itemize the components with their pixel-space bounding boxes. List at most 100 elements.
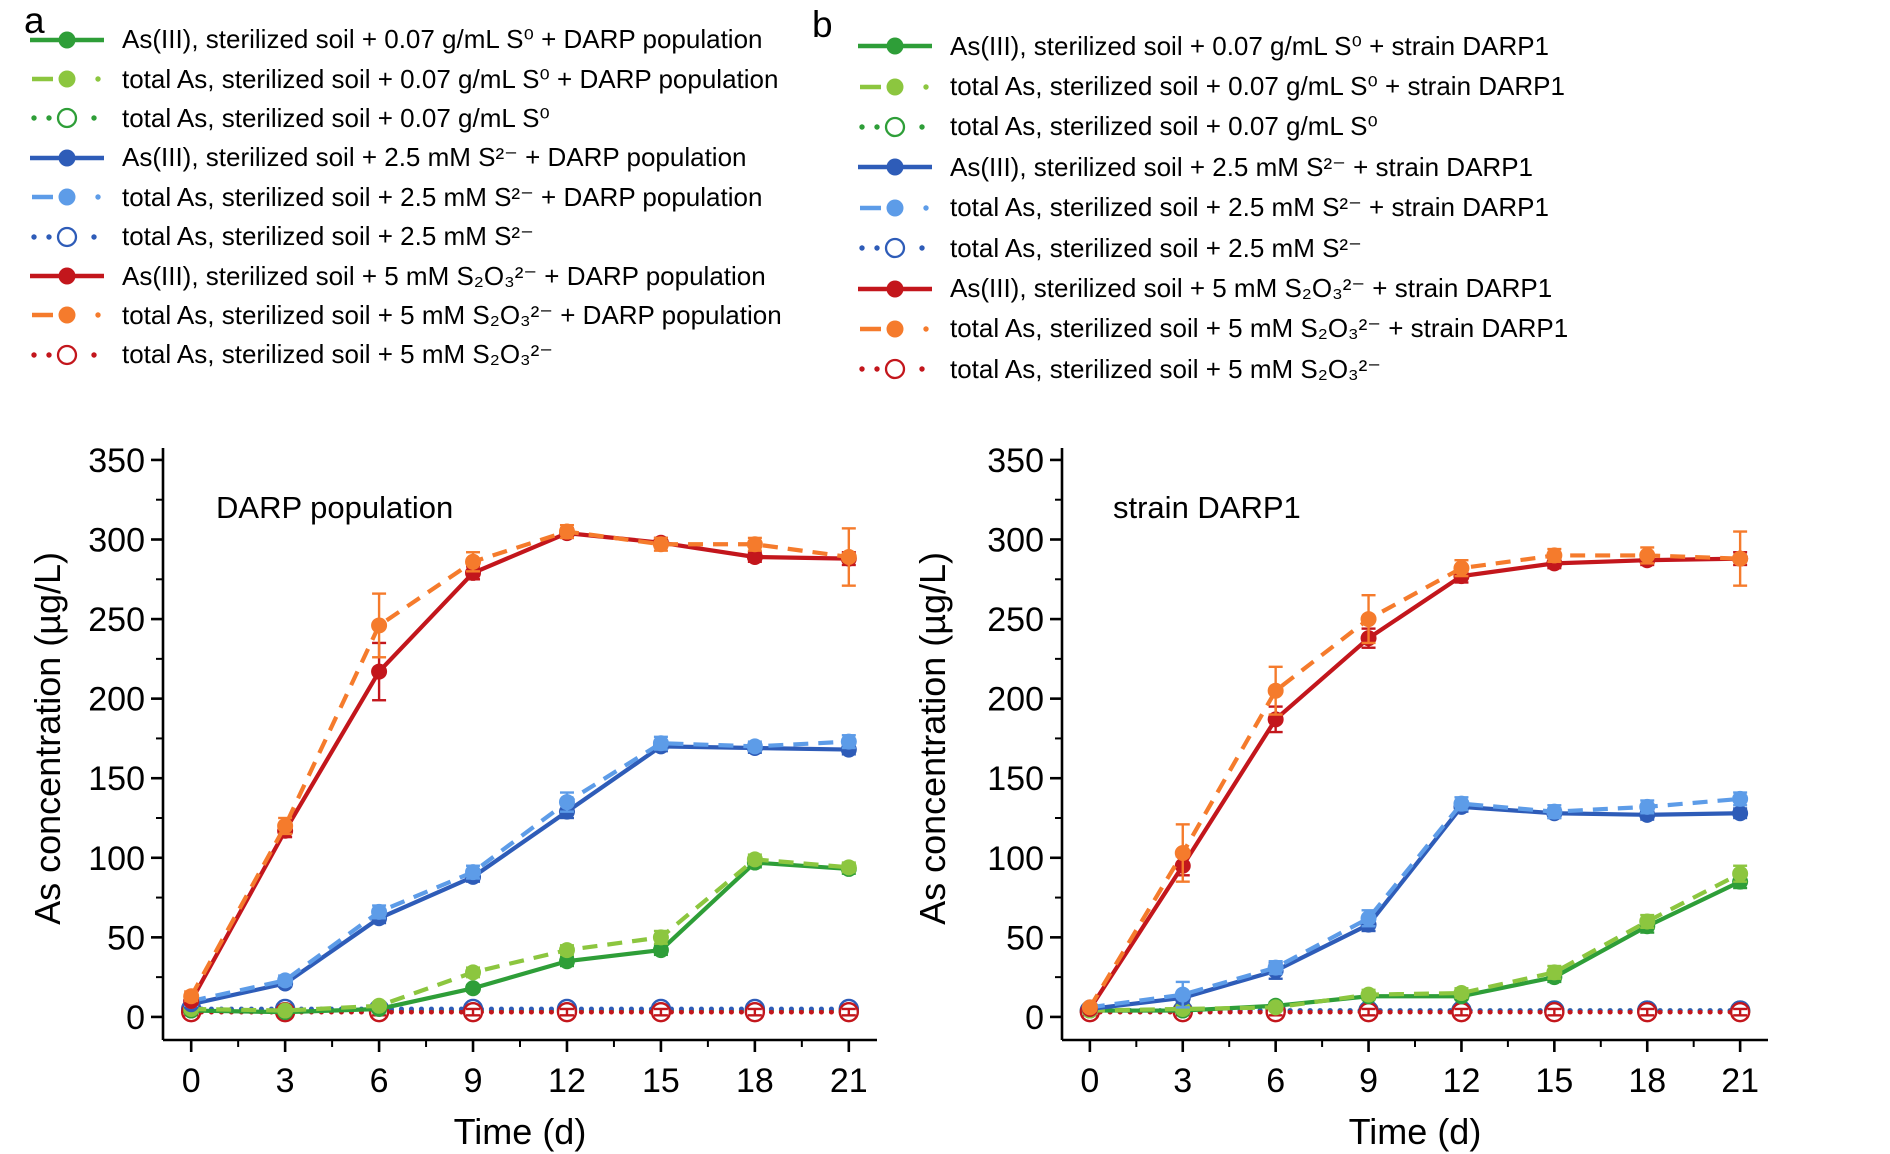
svg-text:350: 350 — [987, 442, 1044, 480]
axes — [1060, 448, 1768, 1042]
legend-item: As(III), sterilized soil + 0.07 g/mL S⁰ … — [28, 20, 782, 59]
svg-text:50: 50 — [107, 919, 145, 957]
legend-marker-solid-blue-icon — [858, 158, 932, 176]
svg-text:9: 9 — [1359, 1062, 1378, 1100]
legend-marker-solid-green-icon — [30, 31, 104, 49]
legend-item-label: total As, sterilized soil + 5 mM S₂O₃²⁻ … — [122, 299, 782, 330]
legend-marker-dot-green-open-icon — [859, 116, 925, 138]
legend-item-label: total As, sterilized soil + 2.5 mM S²⁻ +… — [950, 192, 1549, 223]
svg-text:100: 100 — [88, 840, 145, 878]
legend-item: total As, sterilized soil + 0.07 g/mL S⁰ — [856, 107, 1568, 147]
svg-text:3: 3 — [276, 1062, 295, 1100]
panel-b-letter: b — [812, 4, 833, 45]
svg-text:0: 0 — [126, 999, 145, 1037]
series-totalAs-S2-darp — [183, 733, 857, 1010]
legend-item-label: total As, sterilized soil + 5 mM S₂O₃²⁻ — [950, 353, 1382, 384]
series-totalAs-S2O3-darp1 — [1081, 530, 1749, 1016]
svg-text:300: 300 — [987, 522, 1044, 560]
svg-text:15: 15 — [1535, 1062, 1573, 1100]
legend-item: total As, sterilized soil + 5 mM S₂O₃²⁻ — [856, 349, 1568, 389]
svg-text:9: 9 — [464, 1062, 483, 1100]
legend-item-label: total As, sterilized soil + 2.5 mM S²⁻ +… — [122, 181, 763, 212]
legend-item: total As, sterilized soil + 5 mM S₂O₃²⁻ … — [856, 309, 1568, 349]
legend-item: As(III), sterilized soil + 5 mM S₂O₃²⁻ +… — [856, 268, 1568, 308]
legend-item-label: total As, sterilized soil + 0.07 g/mL S⁰ — [950, 111, 1378, 142]
legend-item: total As, sterilized soil + 5 mM S₂O₃²⁻ — [28, 335, 782, 374]
legend-item: total As, sterilized soil + 2.5 mM S²⁻ — [28, 217, 782, 256]
legend-marker-dot-blue-open-icon — [31, 226, 97, 247]
y-axis-label: As concentration (µg/L) — [912, 552, 953, 925]
svg-text:0: 0 — [1080, 1062, 1099, 1100]
y-axis-label: As concentration (µg/L) — [27, 552, 68, 925]
svg-text:0: 0 — [182, 1062, 201, 1100]
legend-item-label: As(III), sterilized soil + 0.07 g/mL S⁰ … — [950, 30, 1550, 61]
legend-item: total As, sterilized soil + 0.07 g/mL S⁰… — [28, 59, 782, 98]
legend-item: total As, sterilized soil + 0.07 g/mL S⁰… — [856, 66, 1568, 106]
legend-marker-dash-orange-icon — [860, 320, 929, 338]
chart-a: 0 50 100 150 200 250 300 350 0 3 6 9 12 15 18 21 Time (d… — [27, 442, 877, 1152]
legend-marker-dash-lightblue-icon — [860, 199, 929, 217]
svg-text:150: 150 — [88, 760, 145, 798]
legend-marker-solid-green-icon — [858, 37, 932, 55]
legend-marker-dot-red-open-icon — [31, 344, 97, 365]
svg-text:21: 21 — [1721, 1062, 1759, 1100]
x-axis-label: Time (d) — [1349, 1111, 1482, 1152]
svg-text:250: 250 — [88, 601, 145, 639]
svg-text:18: 18 — [1628, 1062, 1666, 1100]
legend-item-label: As(III), sterilized soil + 2.5 mM S²⁻ + … — [950, 151, 1533, 182]
legend-marker-solid-blue-icon — [30, 149, 104, 167]
series-asIII-S2O3-darp1 — [1081, 550, 1749, 1017]
legend-marker-dot-blue-open-icon — [859, 237, 925, 259]
svg-text:150: 150 — [987, 760, 1044, 798]
series-asIII-S2-darp — [183, 738, 857, 1013]
legend-item-label: As(III), sterilized soil + 5 mM S₂O₃²⁻ +… — [950, 273, 1553, 304]
svg-text:300: 300 — [88, 522, 145, 560]
legend-marker-dash-orange-icon — [32, 306, 101, 324]
panel-a-legend: As(III), sterilized soil + 0.07 g/mL S⁰ … — [28, 20, 782, 375]
legend-marker-dash-lightgreen-icon — [32, 70, 101, 88]
legend-item-label: total As, sterilized soil + 0.07 g/mL S⁰… — [122, 63, 779, 94]
panel-b-plot-title: strain DARP1 — [1113, 490, 1301, 525]
legend-item-label: As(III), sterilized soil + 2.5 mM S²⁻ + … — [122, 142, 747, 173]
svg-text:100: 100 — [987, 840, 1044, 878]
svg-text:18: 18 — [736, 1062, 774, 1100]
legend-item: As(III), sterilized soil + 2.5 mM S²⁻ + … — [856, 147, 1568, 187]
legend-item-label: total As, sterilized soil + 0.07 g/mL S⁰… — [950, 71, 1565, 102]
svg-text:6: 6 — [1266, 1062, 1285, 1100]
legend-item: total As, sterilized soil + 2.5 mM S²⁻ — [856, 228, 1568, 268]
legend-marker-dot-red-open-icon — [859, 359, 925, 380]
panel-b-legend: As(III), sterilized soil + 0.07 g/mL S⁰ … — [856, 26, 1568, 390]
legend-marker-dot-green-open-icon — [31, 108, 97, 129]
panel-a-letter: a — [24, 0, 45, 41]
legend-item-label: As(III), sterilized soil + 0.07 g/mL S⁰ … — [122, 24, 763, 55]
svg-text:15: 15 — [642, 1062, 680, 1100]
series-asIII-S0-darp — [183, 854, 857, 1021]
svg-text:3: 3 — [1173, 1062, 1192, 1100]
svg-text:200: 200 — [88, 681, 145, 719]
series-totalAs-S0-darp1 — [1081, 864, 1749, 1019]
series-totalAs-S2O3-darp — [183, 523, 857, 1005]
legend-item-label: total As, sterilized soil + 2.5 mM S²⁻ — [122, 221, 534, 252]
legend-item: As(III), sterilized soil + 2.5 mM S²⁻ + … — [28, 138, 782, 177]
svg-text:200: 200 — [987, 681, 1044, 719]
svg-text:0: 0 — [1025, 999, 1044, 1037]
legend-item: As(III), sterilized soil + 5 mM S₂O₃²⁻ +… — [28, 256, 782, 295]
svg-text:12: 12 — [1443, 1062, 1481, 1100]
legend-item: total As, sterilized soil + 2.5 mM S²⁻ +… — [28, 178, 782, 217]
legend-item-label: As(III), sterilized soil + 5 mM S₂O₃²⁻ +… — [122, 260, 766, 291]
legend-marker-dash-lightblue-icon — [32, 188, 101, 206]
svg-text:50: 50 — [1006, 919, 1044, 957]
series-asIII-S2O3-darp — [183, 525, 857, 1010]
legend-marker-solid-red-icon — [30, 267, 104, 285]
legend-item: total As, sterilized soil + 2.5 mM S²⁻ +… — [856, 188, 1568, 228]
svg-text:250: 250 — [987, 601, 1044, 639]
legend-item-label: total As, sterilized soil + 0.07 g/mL S⁰ — [122, 102, 550, 133]
legend-item-label: total As, sterilized soil + 2.5 mM S²⁻ — [950, 232, 1362, 263]
series-totalAs-S0-darp — [183, 851, 857, 1019]
legend-item: total As, sterilized soil + 5 mM S₂O₃²⁻ … — [28, 296, 782, 335]
legend-item: As(III), sterilized soil + 0.07 g/mL S⁰ … — [856, 26, 1568, 66]
legend-item-label: total As, sterilized soil + 5 mM S₂O₃²⁻ — [122, 339, 554, 370]
legend-item-label: total As, sterilized soil + 5 mM S₂O₃²⁻ … — [950, 313, 1569, 344]
